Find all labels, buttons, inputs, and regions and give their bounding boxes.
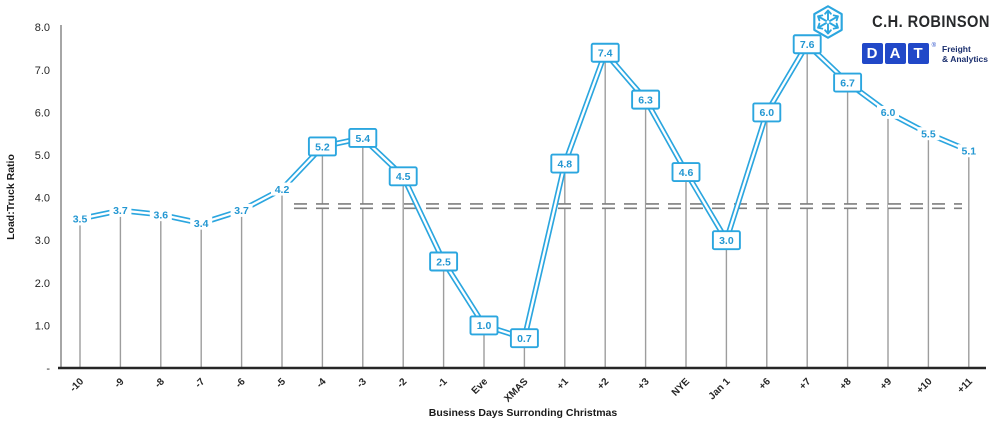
logos: C.H. ROBINSON D A T ® Freight & Analytic… xyxy=(810,4,990,65)
data-label: 3.5 xyxy=(73,214,88,226)
x-tick-label: XMAS xyxy=(502,376,530,404)
data-label-halo xyxy=(230,203,253,217)
x-tick-label: -5 xyxy=(274,376,288,390)
y-axis-title: Load:Truck Ratio xyxy=(5,154,17,240)
data-label-halo xyxy=(271,182,293,196)
x-tick-label: -1 xyxy=(436,376,450,390)
data-label: 3.7 xyxy=(113,205,128,217)
x-tick-label: -3 xyxy=(355,376,369,390)
y-tick-label: 3.0 xyxy=(35,235,50,247)
data-label-box xyxy=(469,315,499,336)
data-label: 3.7 xyxy=(234,205,249,217)
data-label: 5.2 xyxy=(315,141,330,153)
x-tick-label: +3 xyxy=(636,376,652,392)
dat-letter-d: D xyxy=(861,43,883,64)
y-tick-label: 6.0 xyxy=(35,107,50,119)
data-label-box xyxy=(792,34,822,55)
data-label-box xyxy=(429,251,459,272)
dat-squares: D A T ® xyxy=(861,43,937,64)
data-label-box xyxy=(509,328,539,349)
data-label-box xyxy=(307,136,337,157)
dat-tagline-line1: Freight xyxy=(942,44,971,54)
chrobinson-hexagon-icon xyxy=(813,5,843,39)
dat-tagline-line2: & Analytics xyxy=(942,53,988,64)
data-label-halo xyxy=(917,127,940,141)
dat-logo: D A T ® Freight & Analytics xyxy=(861,43,988,65)
y-tick-label: 5.0 xyxy=(35,150,50,162)
y-tick-label: 8.0 xyxy=(35,22,50,34)
data-label-halo xyxy=(957,144,980,158)
data-label-halo xyxy=(69,212,91,226)
x-tick-label: -9 xyxy=(112,376,126,390)
data-label-halo xyxy=(190,216,213,230)
data-label-box xyxy=(388,166,418,187)
x-tick-label: +7 xyxy=(797,376,813,392)
data-label-box xyxy=(752,102,782,123)
x-tick-label: +9 xyxy=(878,376,894,392)
x-tick-label: -7 xyxy=(193,376,207,390)
x-tick-label: +6 xyxy=(757,376,773,392)
x-tick-label: -4 xyxy=(314,376,328,390)
chart-layers: - 1.0 2.0 3.0 4.0 5.0 6.0 7.0 8.0 -10 -9 -8 -7 -6 -5 -4… xyxy=(35,22,986,405)
y-tick-label: 4.0 xyxy=(35,193,50,205)
x-tick-label: +1 xyxy=(555,376,571,392)
data-label-halo xyxy=(109,203,132,217)
data-label-box xyxy=(711,230,741,251)
x-tick-label: +11 xyxy=(956,376,976,396)
data-label: 7.6 xyxy=(800,39,815,51)
data-label: 5.4 xyxy=(355,133,370,145)
y-tick-label: - xyxy=(46,363,50,375)
data-label: 5.5 xyxy=(921,129,936,141)
x-tick-label: +2 xyxy=(595,376,611,392)
data-label: 1.0 xyxy=(477,320,492,332)
x-tick-label: -10 xyxy=(68,376,86,394)
data-label-box xyxy=(550,153,580,174)
data-label: 4.2 xyxy=(275,184,290,196)
data-label: 5.1 xyxy=(961,146,976,158)
data-label: 0.7 xyxy=(517,333,532,345)
data-label-box xyxy=(671,162,701,182)
data-label: 3.0 xyxy=(719,235,734,247)
data-label: 4.6 xyxy=(679,167,694,179)
data-label: 4.8 xyxy=(557,158,572,170)
y-tick-label: 2.0 xyxy=(35,278,50,290)
chrobinson-wordmark: C.H. ROBINSON xyxy=(872,12,990,31)
chrobinson-logo: C.H. ROBINSON xyxy=(810,4,990,40)
x-tick-label: -2 xyxy=(395,376,409,390)
data-label: 3.6 xyxy=(153,209,168,221)
x-tick-label: -6 xyxy=(234,376,248,390)
x-tick-label: +10 xyxy=(915,376,935,396)
data-label: 6.0 xyxy=(759,107,774,119)
x-tick-label: NYE xyxy=(670,376,693,399)
x-tick-label: -8 xyxy=(153,376,167,390)
data-label: 6.7 xyxy=(840,77,855,89)
data-label: 7.4 xyxy=(598,48,613,60)
dat-letter-t: T xyxy=(907,43,929,64)
data-label-box xyxy=(348,128,378,148)
data-label-box xyxy=(833,72,863,93)
data-label: 3.4 xyxy=(194,218,209,230)
data-label: 2.5 xyxy=(436,256,451,268)
data-label-box xyxy=(590,42,620,63)
x-tick-label: Eve xyxy=(470,376,491,397)
data-label-halo xyxy=(877,105,899,119)
x-tick-label: +8 xyxy=(838,376,854,392)
x-axis-title: Business Days Surronding Christmas xyxy=(429,407,618,419)
data-label-halo xyxy=(149,208,172,222)
y-tick-label: 7.0 xyxy=(35,65,50,77)
y-tick-label: 1.0 xyxy=(35,320,50,332)
data-label-box xyxy=(631,89,661,110)
data-label: 6.0 xyxy=(881,107,896,119)
registered-mark: ® xyxy=(931,43,937,49)
data-label: 4.5 xyxy=(396,171,411,183)
data-label: 6.3 xyxy=(638,94,653,106)
x-tick-label: Jan 1 xyxy=(707,376,733,402)
dat-tagline: Freight & Analytics xyxy=(942,43,988,65)
dat-letter-a: A xyxy=(884,43,906,64)
